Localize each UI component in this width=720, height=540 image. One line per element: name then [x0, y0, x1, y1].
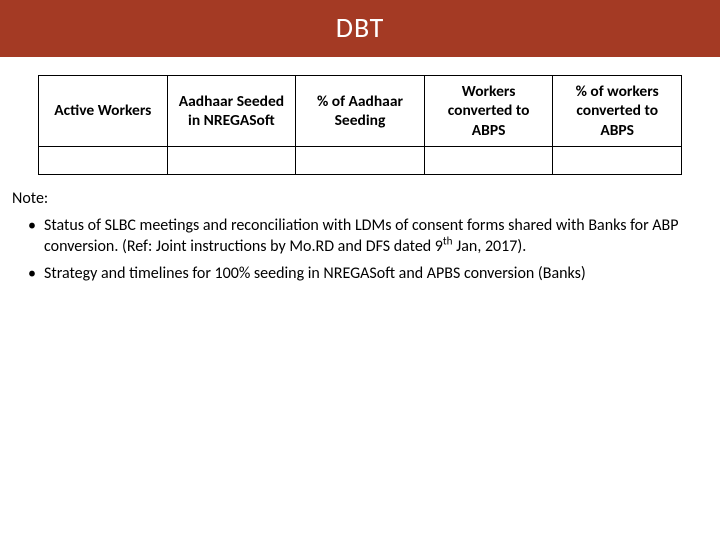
notes-section: Note: Status of SLBC meetings and reconc… [0, 183, 720, 284]
cell [296, 147, 425, 175]
table-header-row: Active Workers Aadhaar Seeded in NREGASo… [39, 76, 682, 147]
bullet-list: Status of SLBC meetings and reconciliati… [12, 216, 694, 284]
list-item: Strategy and timelines for 100% seeding … [28, 264, 694, 285]
page-title: DBT [0, 0, 720, 57]
note-label: Note: [12, 189, 694, 210]
cell [553, 147, 682, 175]
bullet-text-pre: Status of SLBC meetings and reconciliati… [44, 216, 679, 256]
dbt-table: Active Workers Aadhaar Seeded in NREGASo… [38, 75, 682, 175]
cell [39, 147, 168, 175]
col-pct-workers-abps: % of workers converted to ABPS [553, 76, 682, 147]
table-row [39, 147, 682, 175]
col-active-workers: Active Workers [39, 76, 168, 147]
col-workers-abps: Workers converted to ABPS [424, 76, 553, 147]
cell [167, 147, 296, 175]
table-container: Active Workers Aadhaar Seeded in NREGASo… [0, 57, 720, 183]
col-aadhaar-seeded: Aadhaar Seeded in NREGASoft [167, 76, 296, 147]
cell [424, 147, 553, 175]
col-pct-aadhaar-seeding: % of Aadhaar Seeding [296, 76, 425, 147]
bullet-text-post: Jan, 2017). [453, 237, 527, 256]
bullet-sup: th [443, 234, 453, 248]
list-item: Status of SLBC meetings and reconciliati… [28, 216, 694, 258]
bullet-text-pre: Strategy and timelines for 100% seeding … [44, 264, 586, 283]
